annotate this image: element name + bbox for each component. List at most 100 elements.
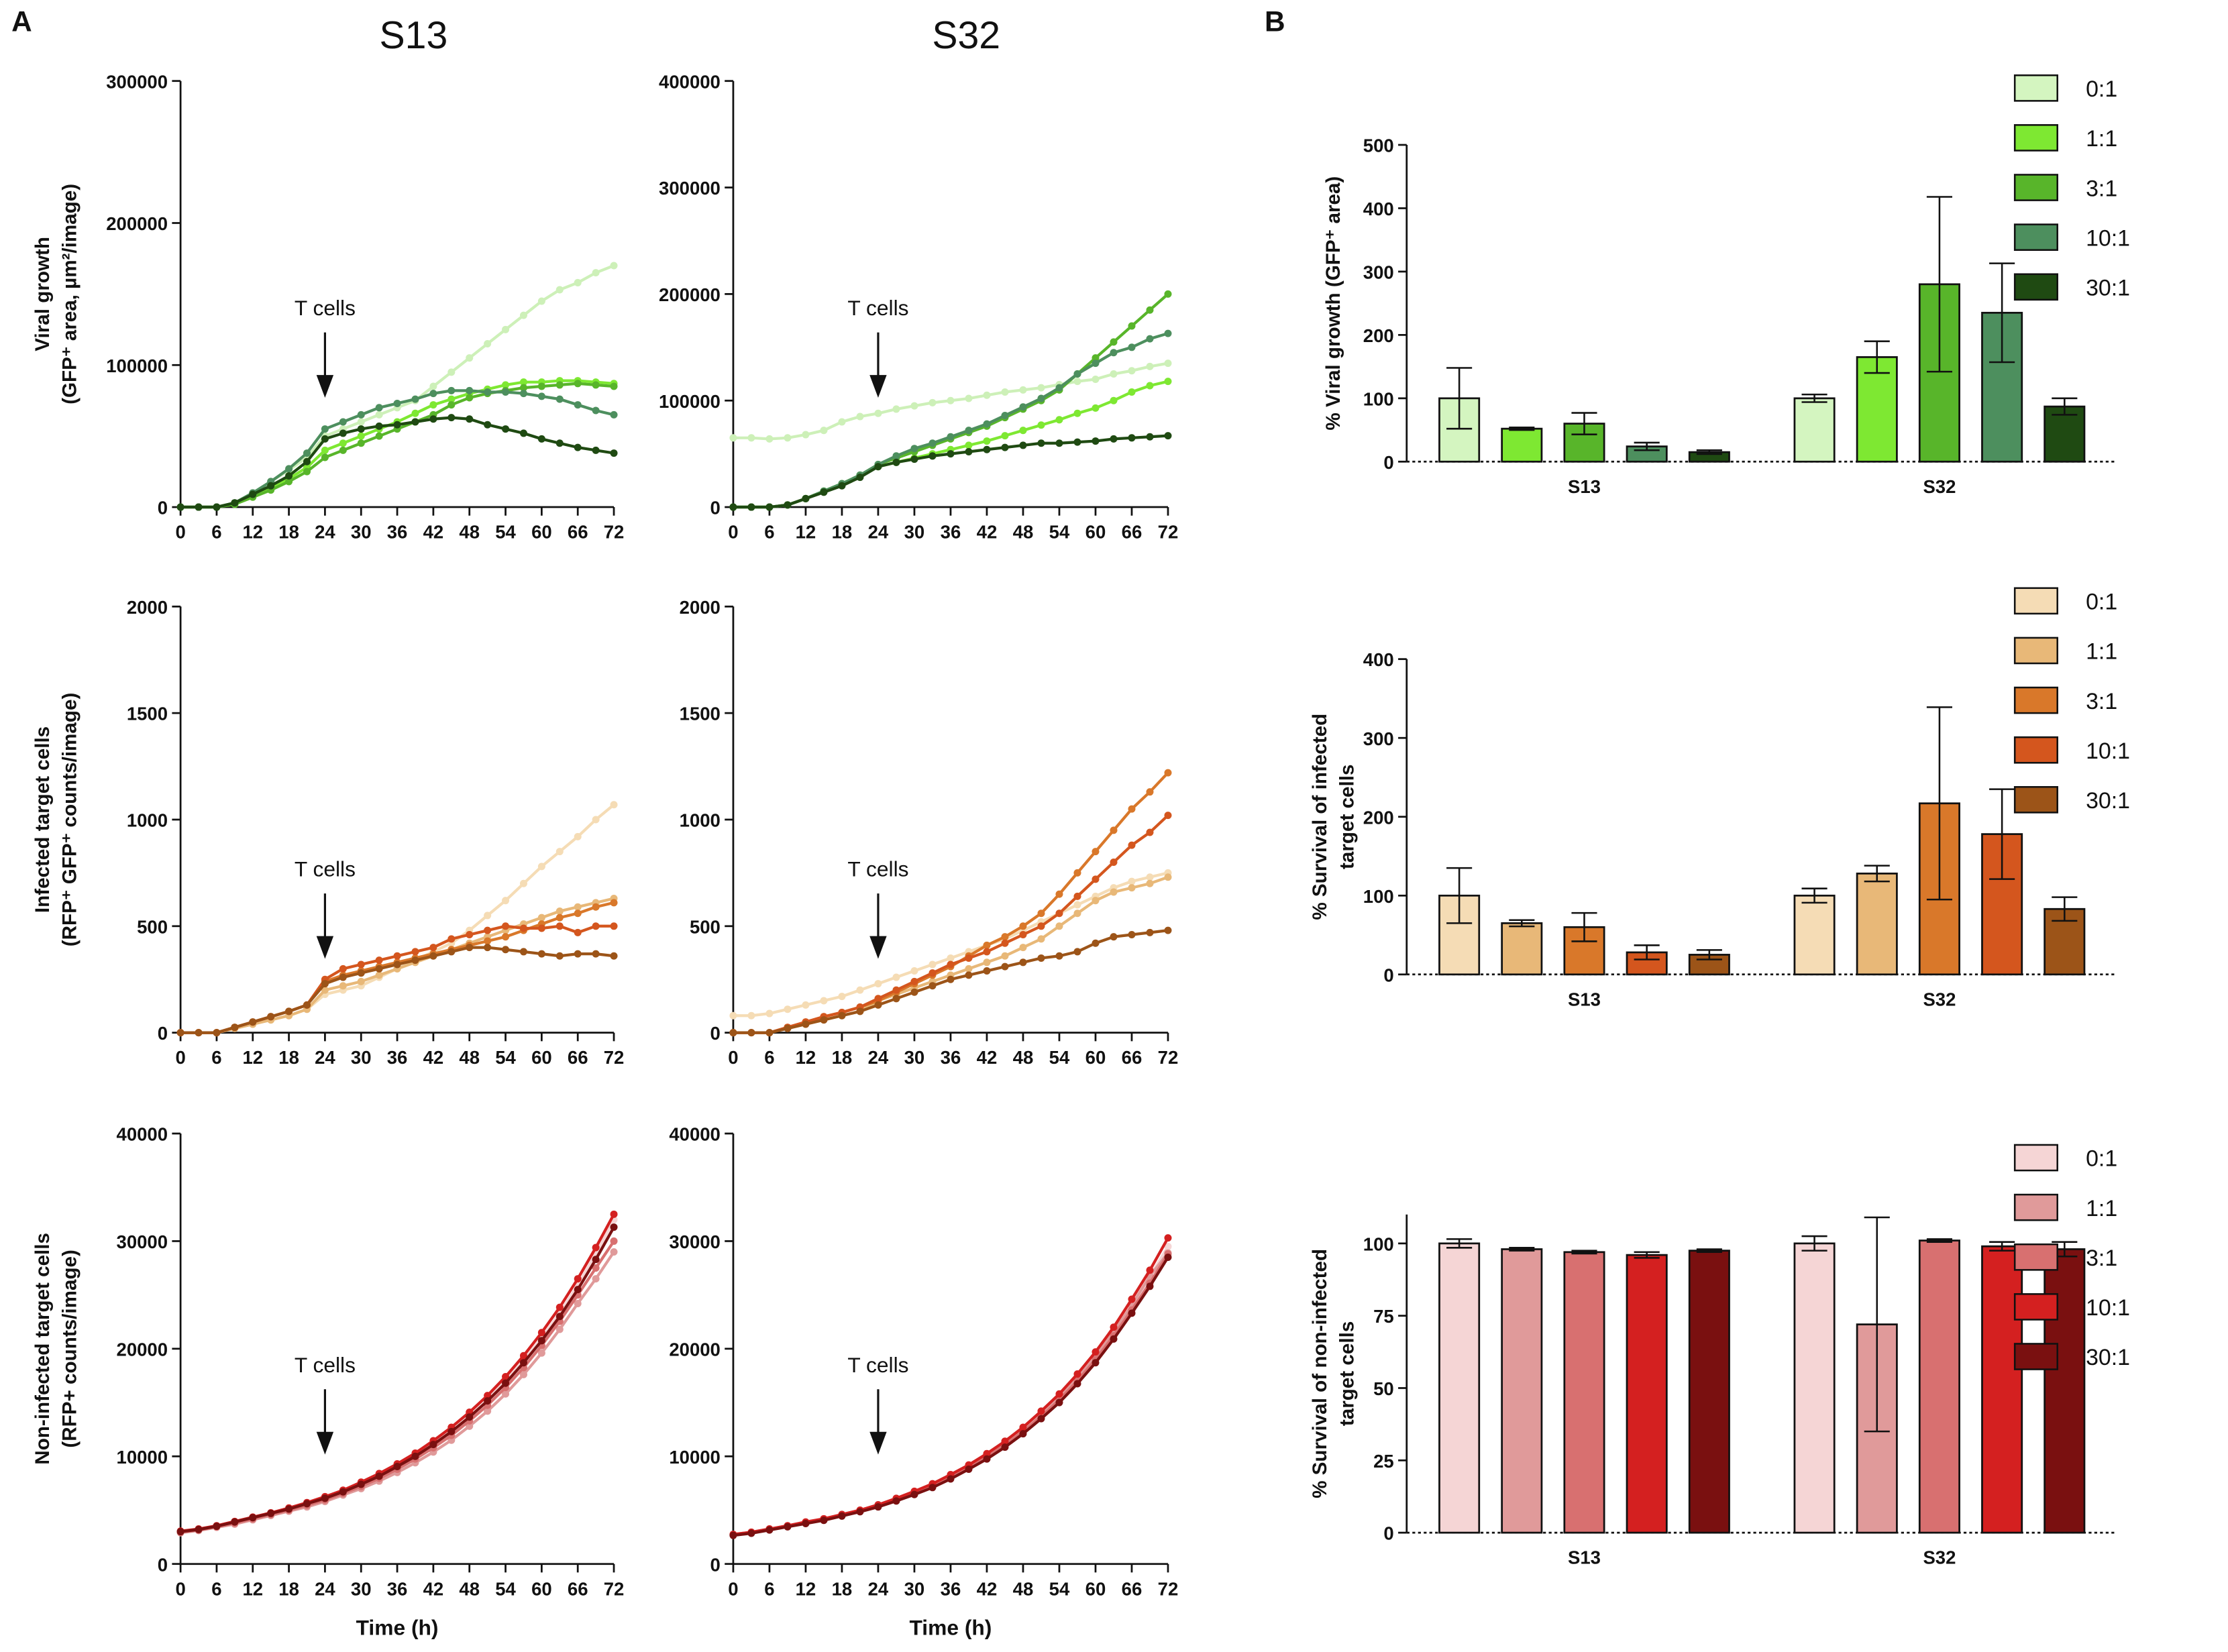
x-tick-label: 72 [1158, 522, 1179, 543]
y-tick-label: 400 [1363, 199, 1394, 219]
data-point [1092, 897, 1100, 905]
data-point [357, 960, 365, 969]
y-tick-label: 1000 [680, 810, 721, 831]
x-tick-label: 18 [278, 522, 299, 543]
data-point [1092, 437, 1100, 445]
x-tick-label: 54 [495, 1578, 516, 1599]
x-tick-label: S13 [1568, 989, 1601, 1009]
data-point [574, 278, 582, 286]
data-point [466, 394, 474, 402]
data-point [1164, 290, 1172, 298]
data-point [411, 956, 419, 965]
data-point [1001, 933, 1009, 941]
x-tick-label: 60 [1085, 522, 1106, 543]
series-line [733, 1252, 1169, 1536]
data-point [1019, 441, 1027, 449]
data-point [375, 1472, 383, 1480]
y-tick-label: 0 [158, 1554, 168, 1575]
data-point [1019, 922, 1027, 930]
data-point [929, 969, 937, 977]
data-point [1037, 954, 1045, 962]
y-tick-label: 300 [1363, 262, 1394, 283]
x-tick-label: 30 [904, 522, 925, 543]
data-point [1055, 1398, 1063, 1407]
data-point [321, 986, 329, 994]
x-tick-label: 72 [604, 522, 625, 543]
data-point [466, 415, 474, 423]
data-point [1128, 1309, 1136, 1317]
data-point [1146, 306, 1154, 314]
data-point [466, 1413, 474, 1421]
y-tick-label: 1000 [127, 810, 168, 831]
legend-swatch [2013, 1343, 2058, 1370]
legend-swatch [2013, 74, 2058, 102]
y-tick-label: 100 [1363, 886, 1394, 907]
data-point [447, 386, 456, 394]
x-tick-label: 30 [351, 1047, 372, 1068]
data-point [592, 1264, 600, 1272]
data-point [874, 995, 882, 1003]
data-point [375, 432, 383, 440]
data-point [519, 924, 527, 932]
x-tick-label: 12 [796, 1047, 816, 1068]
y-tick-label: 2000 [680, 597, 721, 618]
series-line [733, 332, 1169, 509]
data-point [1164, 432, 1172, 440]
x-tick-label: 6 [764, 1047, 774, 1068]
data-point [1055, 416, 1063, 424]
x-axis-label: Time (h) [356, 1616, 439, 1640]
y-tick-label: 50 [1373, 1378, 1394, 1399]
bar [1793, 1242, 1836, 1534]
error-bar [1926, 196, 1953, 373]
x-tick-label: 30 [904, 1578, 925, 1599]
error-bar [1509, 919, 1535, 928]
data-point [285, 1505, 293, 1513]
y-axis-label: (GFP⁺ area, µm²/image) [58, 184, 81, 404]
annotation-arrowhead [869, 1431, 887, 1455]
error-bar [1801, 887, 1827, 904]
data-point [484, 937, 492, 945]
y-tick-label: 0 [710, 1023, 721, 1044]
annotation-arrowhead [316, 936, 334, 959]
annotation-arrowhead [316, 375, 334, 398]
y-axis-label: % Survival of infected [1309, 714, 1331, 920]
data-point [411, 1452, 419, 1460]
x-tick-label: 18 [832, 522, 853, 543]
data-point [592, 381, 600, 389]
x-tick-label: 60 [1085, 1047, 1106, 1068]
y-tick-label: 10000 [669, 1447, 721, 1468]
data-point [610, 952, 618, 960]
data-point [537, 863, 545, 871]
data-point [747, 1029, 755, 1037]
data-point [1073, 1370, 1081, 1378]
data-point [592, 269, 600, 277]
data-point [176, 503, 184, 511]
data-point [555, 952, 564, 960]
data-point [519, 1370, 527, 1378]
x-tick-label: 66 [568, 1578, 588, 1599]
data-point [910, 445, 918, 453]
y-tick-label: 20000 [117, 1339, 168, 1360]
data-point [574, 1275, 582, 1283]
error-bar [1864, 340, 1890, 374]
x-tick-label: 54 [495, 522, 516, 543]
data-point [1073, 869, 1081, 877]
data-point [574, 928, 582, 936]
data-point [339, 429, 347, 437]
data-point [784, 1024, 792, 1032]
data-point [375, 404, 383, 412]
data-point [231, 499, 239, 507]
series-line [733, 871, 1169, 1017]
data-point [1146, 879, 1154, 887]
data-point [537, 1329, 545, 1337]
data-point [1001, 952, 1009, 960]
data-point [983, 958, 991, 967]
bar [1563, 1251, 1605, 1534]
x-tick-label: 42 [423, 522, 444, 543]
data-point [1001, 1443, 1009, 1451]
x-tick-label: S13 [1568, 1547, 1601, 1568]
data-point [1128, 343, 1136, 351]
data-point [802, 1001, 810, 1009]
x-tick-label: 60 [531, 1047, 552, 1068]
data-point [610, 922, 618, 930]
